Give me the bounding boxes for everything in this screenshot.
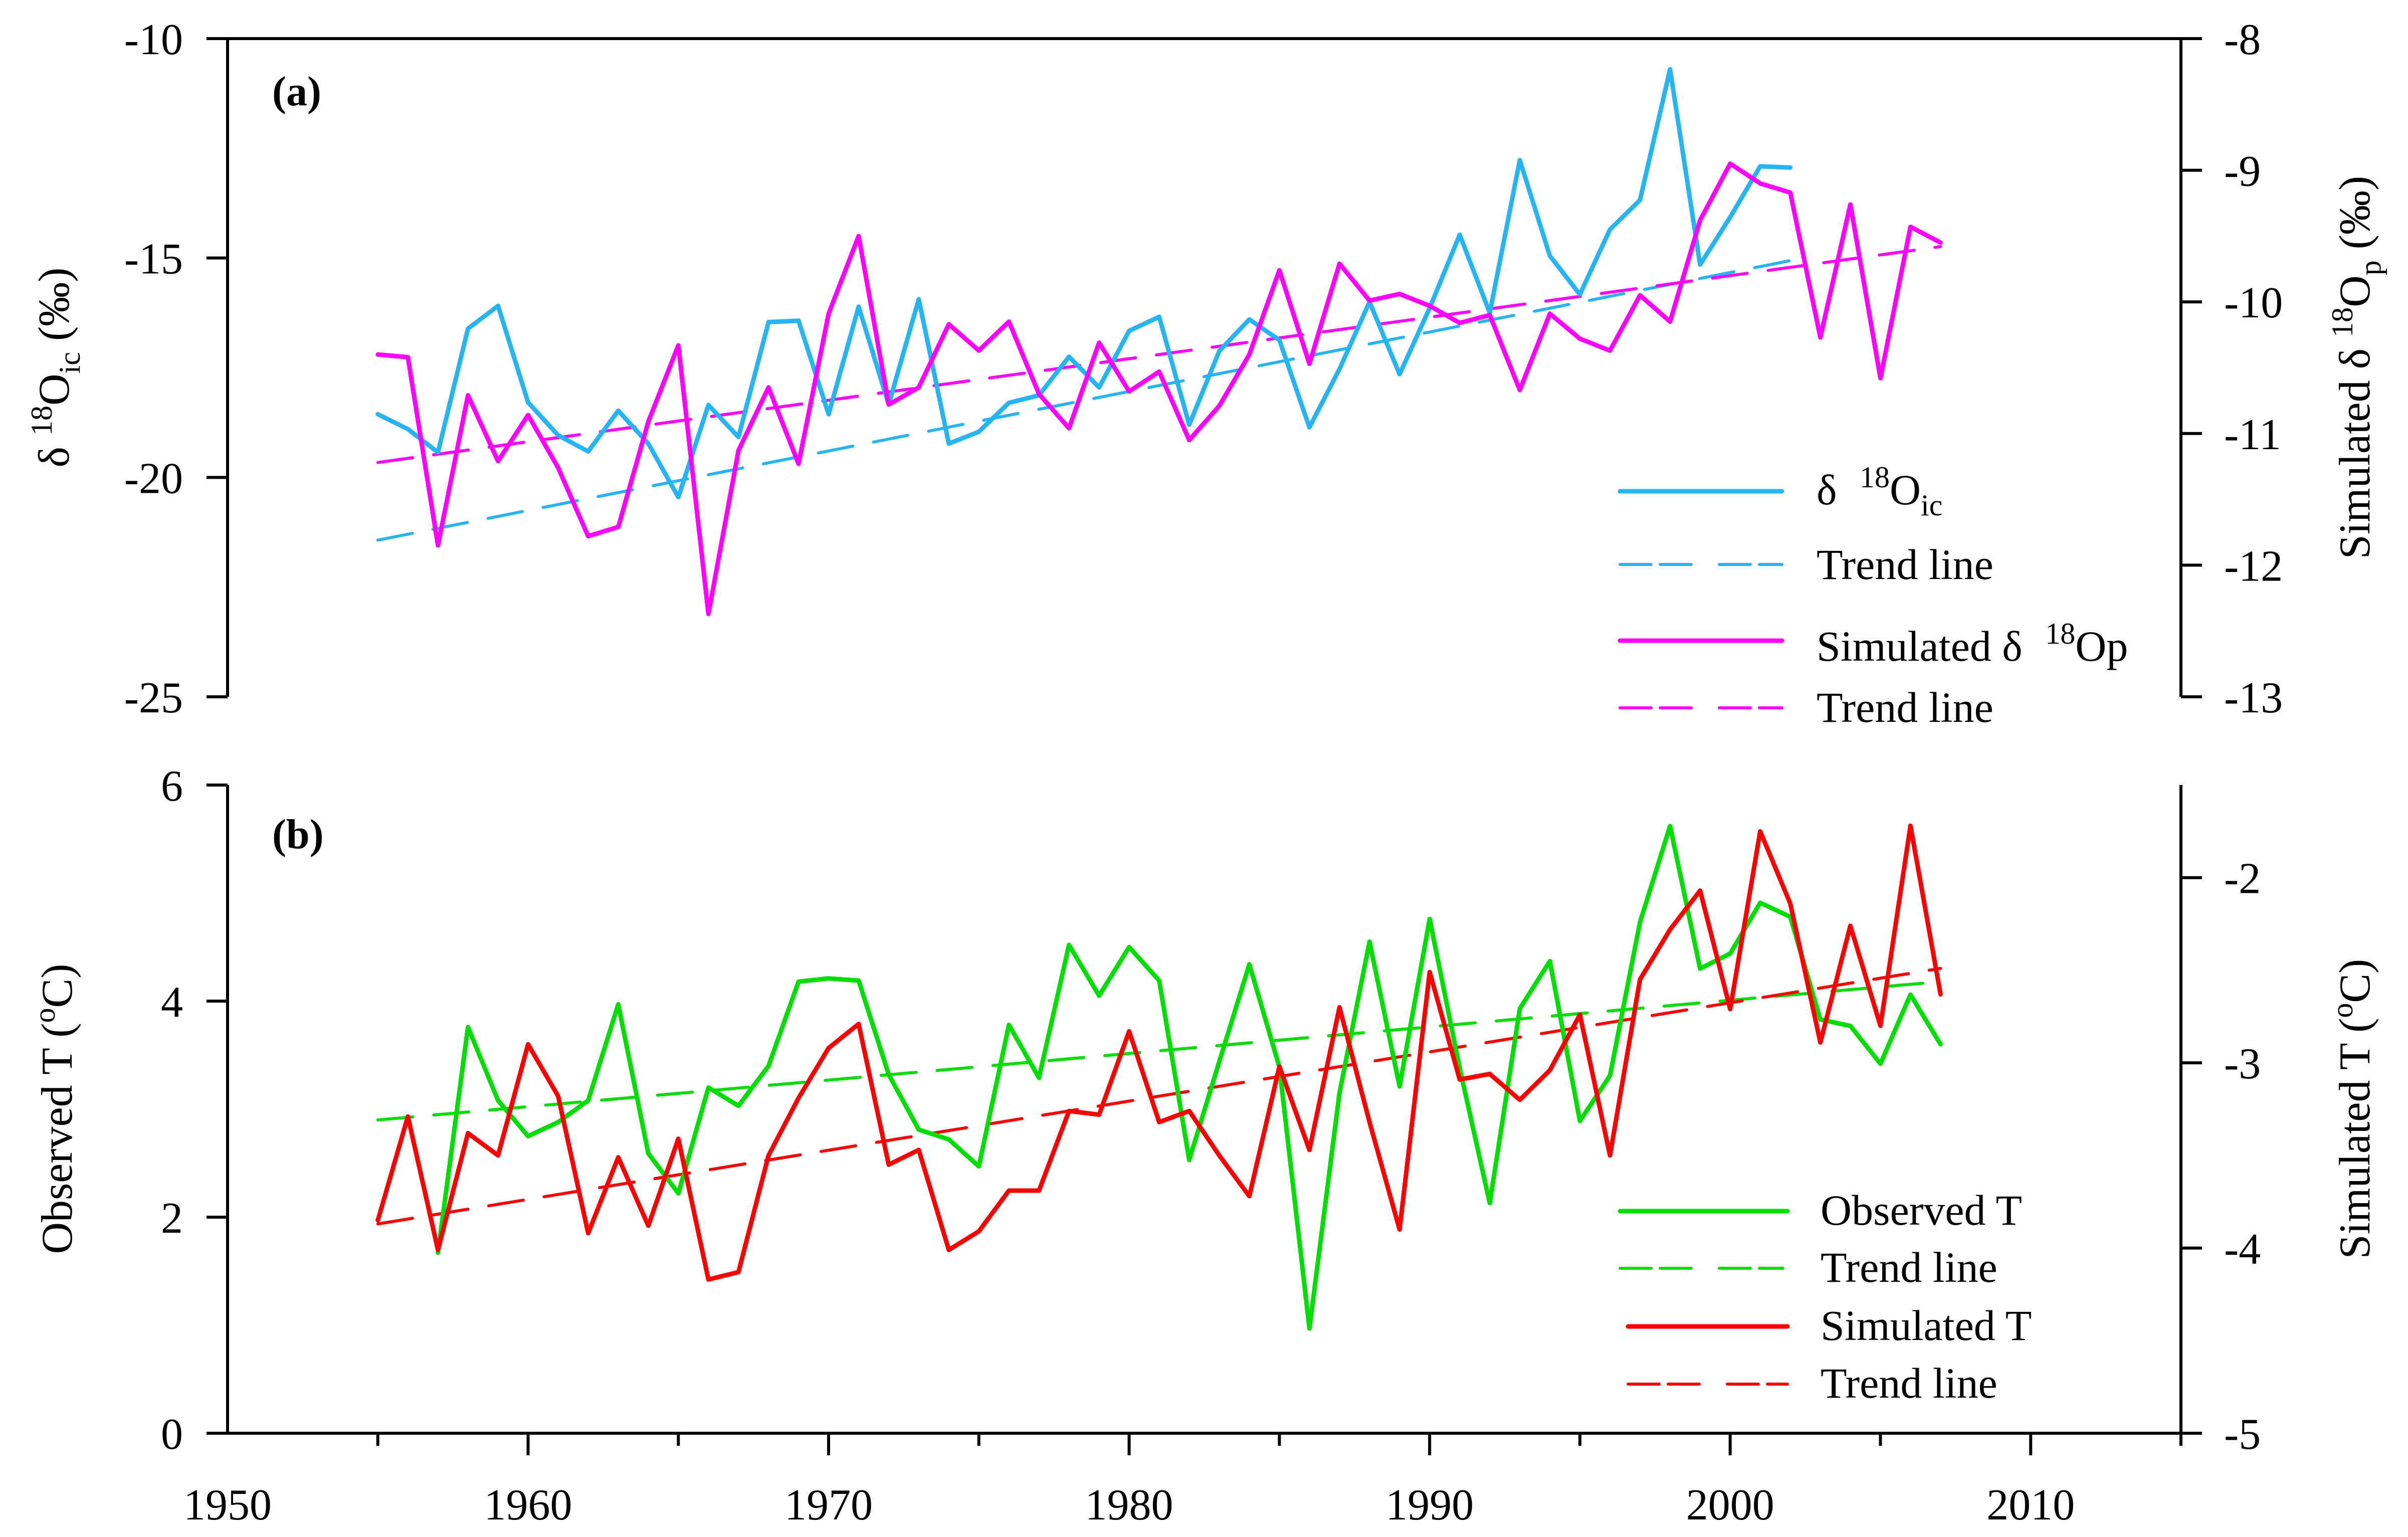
title-main: O <box>2331 275 2379 307</box>
x-tick-label: 1970 <box>784 1481 873 1529</box>
legend-item-trend-line-green: Trend line <box>1619 1243 1997 1291</box>
plot-area-a <box>375 67 1943 617</box>
legend-prefix: δ <box>1817 466 1848 514</box>
legend-item-simulated-t: Simulated T <box>1626 1301 2032 1350</box>
y-left-tick-label: 2 <box>161 1194 183 1243</box>
panel-label-b: (b) <box>272 811 324 858</box>
title-sub: ic <box>53 352 86 373</box>
legend-item-trend-line-blue: Trend line <box>1619 540 1993 589</box>
legend-item-simulated-delta18o-p: Simulated δ 18Op <box>1618 617 2128 670</box>
series-line-simulated-t-trend <box>376 967 1942 1226</box>
y-left-tick-label: 6 <box>161 762 183 811</box>
y-right-tick-label: -9 <box>2224 147 2261 196</box>
panel-label-a: (a) <box>272 68 321 115</box>
title-prefix: Observed T ( <box>33 1023 82 1254</box>
legend-sup: 18 <box>2045 617 2075 650</box>
series-line-delta18o-ic-trend <box>376 259 1792 542</box>
title-sub: p <box>2354 260 2387 275</box>
title-main: C) <box>33 964 82 1008</box>
y-left-tick-label: -20 <box>124 454 183 503</box>
title-suffix: (‰) <box>30 268 79 352</box>
legend-label: δ 18Oic <box>1817 461 1942 522</box>
y-right-tick-label: -8 <box>2224 16 2261 64</box>
x-tick-label: 1950 <box>183 1481 272 1529</box>
y-right-tick-label: -13 <box>2224 674 2283 722</box>
legend-prefix: Simulated δ <box>1817 622 2033 670</box>
title-sup: o <box>28 1008 61 1023</box>
title-main: C) <box>2331 959 2379 1003</box>
y-right-tick-label: -10 <box>2224 279 2283 327</box>
legend-item-observed-t: Observed T <box>1618 1186 2022 1234</box>
series-line-simulated-delta18o-p <box>375 161 1943 617</box>
y-right-tick-label: -3 <box>2224 1040 2261 1088</box>
legend-label: Simulated δ 18Op <box>1817 617 2128 670</box>
y-left-title-a: δ 18Oic (‰) <box>25 268 86 468</box>
y-right-tick-label: -4 <box>2224 1225 2261 1274</box>
title-sup: 18 <box>2326 307 2359 337</box>
axes-a: -10 -15 -20 -25 -8 -9 -10 -11 -12 -13 <box>124 16 2283 722</box>
x-tick-label: 1990 <box>1385 1481 1474 1529</box>
y-left-tick-label: -15 <box>124 235 183 284</box>
plot-area-b <box>375 823 1943 1331</box>
x-tick-label: 2000 <box>1686 1481 1774 1529</box>
x-tick-label: 1980 <box>1085 1481 1173 1529</box>
legend-item-trend-line-red: Trend line <box>1627 1359 1997 1407</box>
title-sup: 18 <box>25 406 58 436</box>
y-right-title-b: Simulated T (oC) <box>2326 959 2379 1259</box>
series-line-observed-t-trend <box>376 980 1942 1122</box>
legend-label: Trend line <box>1817 683 1993 731</box>
y-left-tick-label: -25 <box>124 674 183 722</box>
legend-item-trend-line-magenta: Trend line <box>1619 683 1993 731</box>
axes-b: 0 2 4 6 -2 -3 -4 -5 <box>161 762 2261 1459</box>
legend-a: δ 18Oic Trend line Simulated δ 18Op Tren… <box>1618 461 2128 731</box>
legend-label: Observed T <box>1821 1186 2022 1234</box>
y-right-tick-label: -12 <box>2224 542 2283 591</box>
legend-item-delta18o-ic: δ 18Oic <box>1618 461 1942 522</box>
title-main: O <box>30 373 79 406</box>
panel-a: -10-15-20-25-8-9-10-11-12-13 (a) δ 18Oic… <box>25 16 2387 731</box>
y-left-tick-label: 4 <box>161 978 183 1027</box>
legend-b: Observed T Trend line Simulated T Trend … <box>1618 1186 2032 1407</box>
x-tick-label: 1960 <box>484 1481 572 1529</box>
legend-sub: ic <box>1921 489 1942 522</box>
x-axis-ticks: 1950 1960 1970 1980 1990 2000 2010 <box>183 1433 2182 1529</box>
legend-main: O <box>1890 466 1921 514</box>
y-left-tick-label: 0 <box>161 1410 183 1459</box>
legend-label: Trend line <box>1821 1359 1997 1407</box>
y-right-title-a: Simulated δ 18Op (‰) <box>2326 176 2387 559</box>
y-left-tick-label: -10 <box>124 16 183 64</box>
y-right-tick-label: -11 <box>2224 411 2281 459</box>
series-line-delta18o-ic <box>375 67 1793 500</box>
title-prefix: Simulated δ <box>2331 337 2379 559</box>
legend-sup: 18 <box>1860 461 1890 494</box>
y-left-title-b: Observed T (oC) <box>28 964 82 1254</box>
title-sup: o <box>2326 1003 2359 1018</box>
legend-label: Simulated T <box>1821 1301 2032 1350</box>
x-tick-label: 2010 <box>1986 1481 2075 1529</box>
series-line-simulated-t <box>375 823 1943 1282</box>
legend-label: Trend line <box>1821 1243 1997 1291</box>
y-right-tick-label: -5 <box>2224 1410 2261 1459</box>
legend-main: Op <box>2075 622 2128 670</box>
title-suffix: (‰) <box>2331 176 2379 261</box>
legend-label: Trend line <box>1817 540 1993 589</box>
title-prefix: Simulated T ( <box>2331 1018 2379 1259</box>
series-line-observed-t <box>436 824 1943 1331</box>
y-right-tick-label: -2 <box>2224 855 2261 903</box>
title-prefix: δ <box>30 436 79 467</box>
